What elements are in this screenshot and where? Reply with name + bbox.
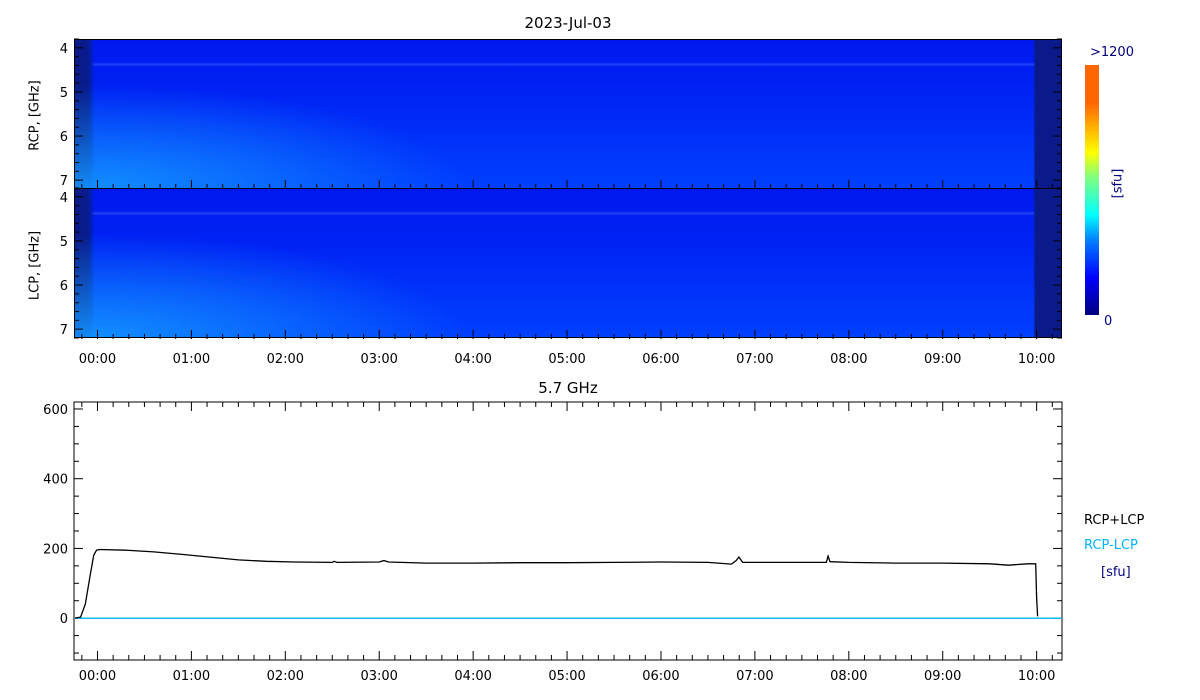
colorbar-max-label: >1200 [1090,45,1134,60]
x-tick-label: 03:00 [360,669,397,684]
x-tick-label: 05:00 [548,352,585,367]
y-tick-label: 5 [60,235,68,250]
y-tick-label: 400 [43,473,68,488]
legend-unit: [sfu] [1101,565,1131,580]
x-tick-label: 01:00 [173,669,210,684]
rcp-spectrogram [74,39,1062,189]
x-tick-label: 10:00 [1018,669,1055,684]
x-tick-label: 02:00 [267,352,304,367]
y-tick-label: 4 [60,42,68,57]
y-tick-label: 7 [60,174,68,189]
x-tick-label: 07:00 [736,352,773,367]
x-tick-label: 09:00 [924,669,961,684]
y-tick-label: 7 [60,323,68,338]
colorbar [1085,65,1099,315]
legend-rcp-plus-lcp: RCP+LCP [1084,513,1145,528]
y-tick-label: 0 [60,612,68,627]
x-tick-label: 10:00 [1018,352,1055,367]
x-tick-label: 08:00 [830,669,867,684]
y-tick-label: 6 [60,130,68,145]
y-tick-label: 5 [60,86,68,101]
y-tick-label: 600 [43,403,68,418]
x-tick-label: 00:00 [79,669,116,684]
x-tick-label: 01:00 [173,352,210,367]
x-tick-label: 07:00 [736,669,773,684]
x-tick-label: 03:00 [360,352,397,367]
colorbar-min-label: 0 [1104,314,1113,329]
x-tick-label: 09:00 [924,352,961,367]
x-tick-label: 08:00 [830,352,867,367]
y-tick-label: 6 [60,279,68,294]
spectrogram-title: 2023-Jul-03 [524,14,612,32]
lcp-spectrogram [74,188,1062,338]
x-tick-label: 04:00 [454,352,491,367]
y-tick-label: 4 [60,191,68,206]
x-tick-label: 06:00 [642,669,679,684]
lightcurve-title: 5.7 GHz [538,379,598,397]
x-tick-label: 05:00 [548,669,585,684]
spectrogram-axes: 4 5 6 7 4 5 6 7 00:00 01:00 02:00 03:00 04:00 05:00 06… [60,38,1062,367]
x-tick-label: 06:00 [642,352,679,367]
x-tick-label: 02:00 [267,669,304,684]
x-tick-label: 04:00 [454,669,491,684]
plot-frame [73,401,1063,661]
x-tick-label: 00:00 [79,352,116,367]
y-tick-label: 200 [43,542,68,557]
series-rcp-lcp [74,548,1039,619]
legend-rcp-minus-lcp: RCP-LCP [1084,538,1138,553]
